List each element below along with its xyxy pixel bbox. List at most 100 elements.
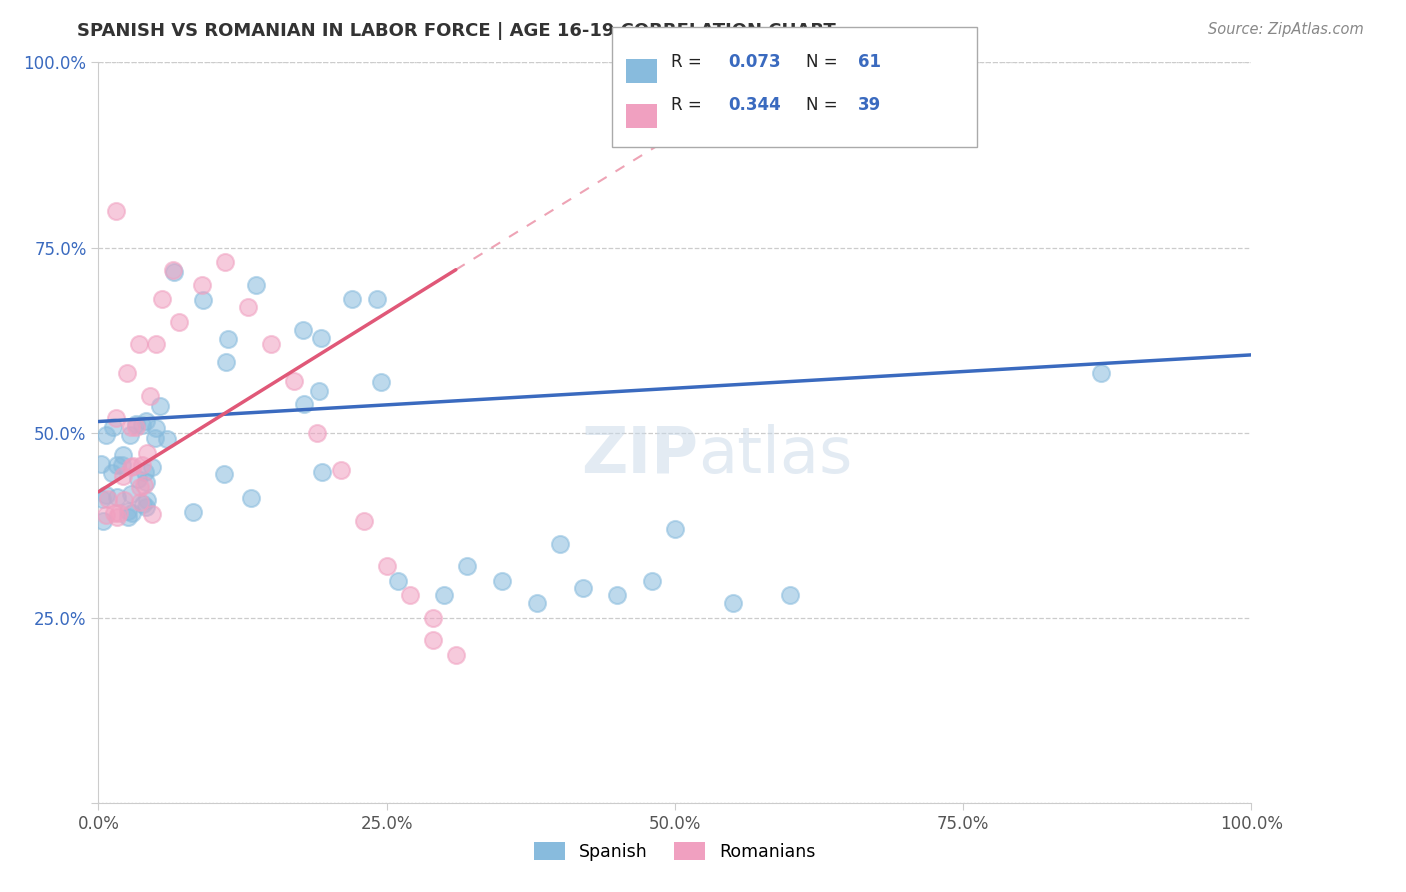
Point [329,462,352,476]
Point [238,300,260,314]
Text: N =: N = [806,96,842,114]
Point [433,589,456,603]
Point [370,375,392,389]
Point [353,515,375,529]
Point [132,497,155,511]
Text: ZIP: ZIP [581,424,697,486]
Point [118,428,141,442]
Text: 0.344: 0.344 [728,96,782,114]
Point [91,492,114,507]
Point [366,292,388,306]
Point [387,574,409,588]
Point [283,374,305,388]
Point [134,465,156,479]
Point [103,507,125,521]
Point [167,314,190,328]
Point [641,574,664,588]
Point [131,458,153,472]
Point [212,467,235,481]
Text: R =: R = [671,53,707,70]
Point [112,493,135,508]
Point [117,504,139,518]
Point [128,480,150,494]
Point [217,332,239,346]
Text: 61: 61 [858,53,880,70]
Point [779,589,801,603]
Point [105,458,128,472]
Text: R =: R = [671,96,707,114]
Point [128,336,150,351]
Point [214,255,236,269]
Point [309,331,332,345]
Point [571,581,593,595]
Point [104,203,127,218]
Point [308,384,330,398]
Point [156,432,179,446]
Point [136,445,159,459]
Point [375,558,398,573]
Legend: Spanish, Romanians: Spanish, Romanians [527,836,823,868]
Point [129,495,152,509]
Point [342,292,364,306]
Point [163,265,186,279]
Point [260,336,283,351]
Point [548,536,571,550]
Point [141,508,163,522]
Point [127,472,149,486]
Point [101,419,124,434]
Point [120,487,142,501]
Point [145,336,167,351]
Point [664,522,686,536]
Point [125,420,148,434]
Point [239,491,262,506]
Point [143,432,166,446]
Point [292,397,315,411]
Point [120,460,142,475]
Point [94,508,117,523]
Point [311,465,333,479]
Point [125,417,148,431]
Text: Source: ZipAtlas.com: Source: ZipAtlas.com [1208,22,1364,37]
Point [162,262,184,277]
Text: 0.073: 0.073 [728,53,780,70]
Point [215,355,238,369]
Point [422,632,444,647]
Point [90,457,112,471]
Point [721,596,744,610]
Point [135,493,157,508]
Text: N =: N = [806,53,842,70]
Point [491,574,513,588]
Point [117,510,139,524]
Point [398,589,420,603]
Point [94,427,117,442]
Point [245,277,267,292]
Point [134,477,156,491]
Point [121,507,143,521]
Point [606,589,628,603]
Point [111,448,134,462]
Point [135,500,157,514]
Point [149,399,172,413]
Text: atlas: atlas [697,424,852,486]
Point [117,367,139,381]
Point [191,277,214,292]
Point [444,648,467,662]
Point [422,610,444,624]
Point [307,425,329,440]
Point [94,488,117,502]
Point [105,410,128,425]
Point [97,492,120,507]
Point [110,458,132,473]
Point [1090,367,1112,381]
Point [145,421,167,435]
Point [135,475,157,490]
Point [456,558,478,573]
Point [107,506,129,520]
Point [105,510,128,524]
Point [105,490,128,504]
Point [193,293,215,307]
Point [101,466,124,480]
Point [91,514,114,528]
Point [131,418,153,433]
Point [181,505,204,519]
